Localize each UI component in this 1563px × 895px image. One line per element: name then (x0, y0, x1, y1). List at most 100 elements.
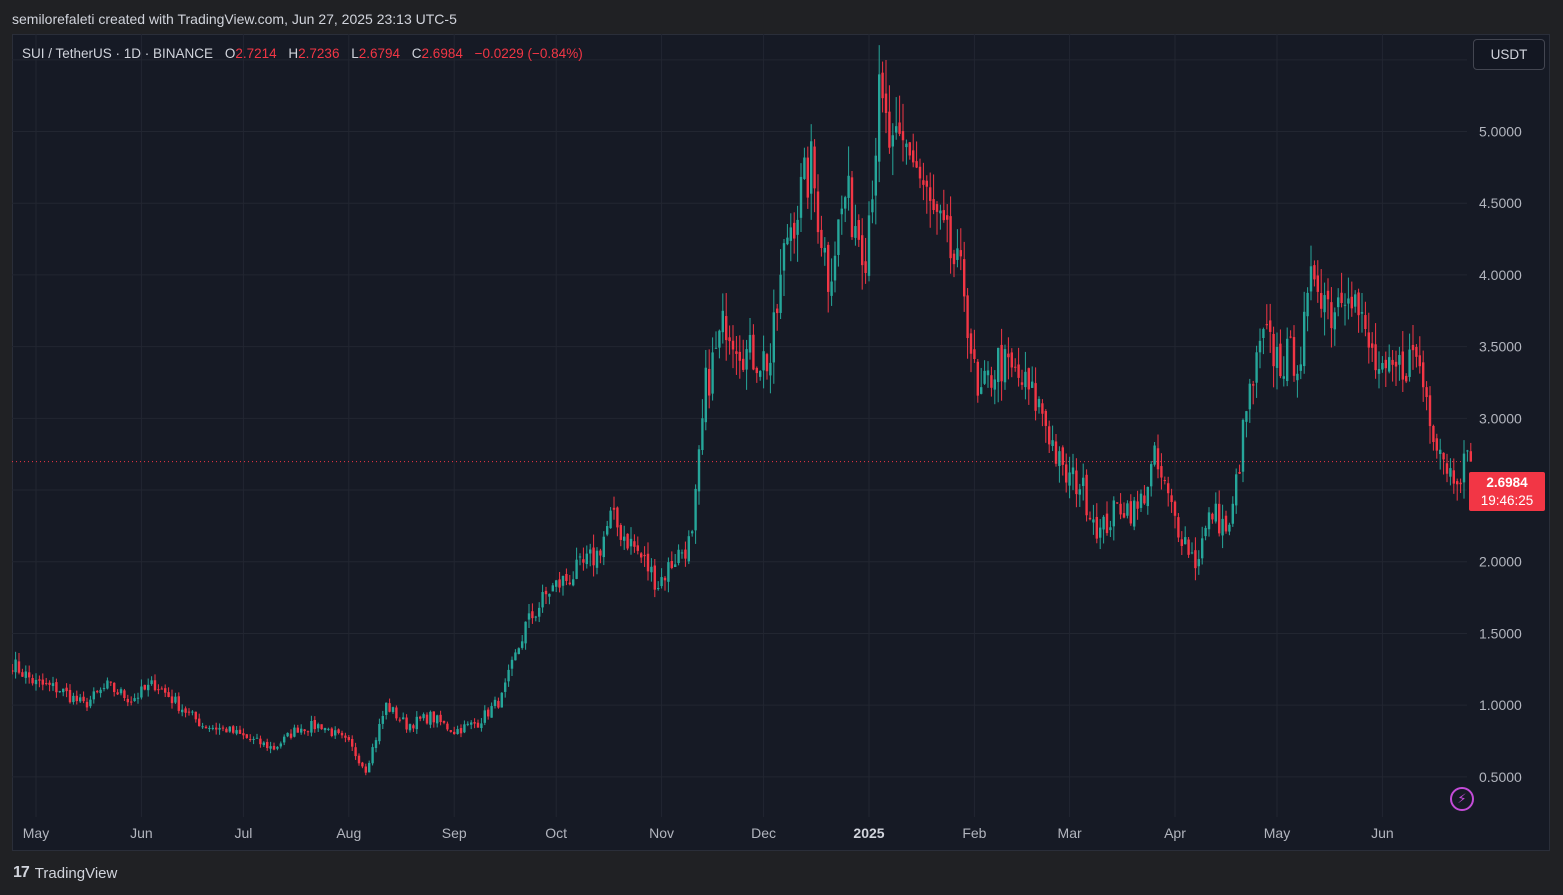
candle-body (691, 531, 694, 534)
candle-body (1058, 451, 1061, 467)
candle-body (1354, 294, 1357, 307)
price-axis: 5.50005.00004.50004.00003.50003.00002.50… (1479, 52, 1522, 785)
candle (1085, 469, 1088, 522)
candle-body (602, 536, 605, 558)
candle (276, 746, 279, 751)
candle (847, 146, 850, 211)
candle (684, 541, 687, 567)
candle-body (997, 347, 1000, 382)
candle (1071, 453, 1075, 491)
currency-button[interactable]: USDT (1473, 39, 1545, 70)
candle (153, 674, 157, 692)
candle (228, 726, 231, 733)
candle-body (283, 736, 286, 743)
candle (1211, 512, 1214, 524)
candle-body (1082, 477, 1085, 486)
candle-body (1279, 343, 1282, 377)
candle-body (96, 691, 99, 693)
candle (422, 712, 425, 721)
chart-grid (12, 34, 1467, 817)
y-tick-label: 3.0000 (1479, 410, 1522, 426)
candle (1371, 332, 1374, 362)
candle-body (313, 720, 316, 730)
candle-body (320, 724, 323, 730)
candle (1146, 486, 1149, 515)
candle-body (1109, 527, 1112, 531)
candle (697, 445, 701, 505)
candle-body (470, 722, 473, 725)
candle-body (211, 727, 214, 729)
candle-body (398, 719, 401, 721)
candle (327, 727, 330, 731)
candle (677, 544, 680, 566)
candle-body (874, 155, 877, 196)
candle-body (803, 157, 806, 179)
candle (599, 548, 602, 564)
candle (538, 602, 541, 623)
candle (245, 733, 248, 739)
candle-body (1095, 516, 1098, 539)
symbol-label[interactable]: SUI / TetherUS · 1D · BINANCE (22, 46, 214, 61)
candle-body (1173, 501, 1177, 516)
chart-panel[interactable] (12, 34, 1550, 851)
candle (1122, 502, 1126, 519)
candle (895, 97, 898, 140)
candle-body (714, 347, 718, 349)
candle-body (990, 375, 993, 388)
candle-body (1156, 448, 1160, 470)
candle (459, 724, 463, 738)
candle-body (1326, 290, 1330, 300)
candle (41, 673, 44, 691)
candle-body (354, 747, 357, 757)
candle-body (459, 728, 463, 734)
candle-body (837, 219, 840, 255)
candle-body (986, 370, 990, 376)
candle-body (184, 708, 187, 713)
candle (1313, 260, 1316, 287)
candle (1163, 476, 1166, 485)
candle-body (963, 259, 966, 297)
brand[interactable]: 17 TradingView (13, 864, 117, 882)
candle (371, 743, 374, 766)
candle (837, 219, 840, 267)
candle-body (442, 720, 446, 723)
candle (1367, 312, 1370, 364)
candle (646, 542, 650, 581)
candle-body (568, 582, 571, 585)
candle (1224, 510, 1228, 534)
candle (1010, 348, 1013, 378)
candle (249, 734, 252, 742)
candle-body (925, 180, 928, 187)
candle (1048, 420, 1051, 453)
candle-body (446, 723, 449, 730)
candle (840, 195, 843, 235)
candle (436, 714, 439, 728)
candle-body (1289, 336, 1292, 338)
candle (140, 679, 143, 700)
candle-body (147, 684, 150, 691)
candle (1425, 381, 1428, 411)
candle (1116, 502, 1119, 505)
candle (963, 241, 966, 312)
candle (1095, 503, 1098, 544)
price-chart[interactable]: 5.50005.00004.50004.00003.50003.00002.50… (12, 34, 1550, 851)
candle (204, 725, 208, 729)
candle (918, 158, 922, 189)
candle (143, 684, 146, 691)
candle-body (415, 716, 418, 730)
candle (680, 549, 684, 559)
candle (810, 124, 813, 220)
candle (181, 704, 184, 717)
candle (102, 683, 106, 692)
candle-body (130, 701, 133, 703)
candle-body (524, 621, 527, 644)
candle (1296, 365, 1299, 398)
candle (1228, 522, 1231, 536)
candle-body (1357, 292, 1360, 316)
candle-body (1435, 438, 1438, 451)
candle-body (1337, 297, 1340, 308)
candle (147, 678, 150, 697)
lightning-bolt-icon[interactable]: ⚡ (1450, 787, 1474, 811)
candle-body (1105, 513, 1109, 534)
candle-body (62, 688, 65, 693)
